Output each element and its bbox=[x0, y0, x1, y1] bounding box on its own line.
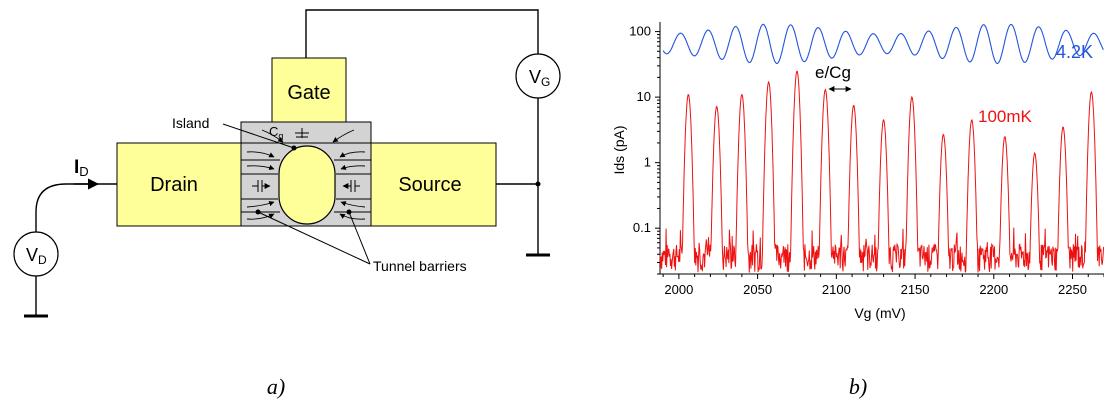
tunnel-dot-left bbox=[255, 209, 261, 215]
id-label: ID bbox=[74, 157, 89, 179]
y-axis-label: Ids (pA) bbox=[611, 125, 627, 174]
chart-panel: 2000 2050 2100 2150 2200 2250 0.1 1 10 100 Vg (m… bbox=[611, 22, 1104, 399]
drain-label: Drain bbox=[150, 174, 198, 196]
field-arrows bbox=[246, 129, 366, 220]
x-tick-label: 2050 bbox=[743, 282, 772, 297]
cg-label: Cg bbox=[269, 124, 283, 141]
tunnel-dot-right bbox=[346, 209, 352, 215]
y-tick-label: 1 bbox=[644, 155, 651, 170]
island bbox=[278, 145, 336, 225]
tunnel-barriers-label: Tunnel barriers bbox=[373, 258, 467, 274]
x-tick-label: 2200 bbox=[979, 282, 1008, 297]
gate-electrode bbox=[271, 57, 347, 123]
legend-100mK: 100mK bbox=[978, 107, 1033, 126]
circuit-panel: Gate Drain Source bbox=[13, 9, 561, 399]
y-tick-label: 10 bbox=[637, 89, 651, 104]
x-tick-label: 2100 bbox=[822, 282, 851, 297]
gate-wire bbox=[305, 9, 539, 58]
caption-a: a) bbox=[267, 374, 285, 399]
source-label: Source bbox=[398, 174, 461, 196]
caption-b: b) bbox=[849, 374, 867, 399]
y-tick-label: 100 bbox=[629, 24, 651, 39]
island-pointer bbox=[222, 123, 295, 149]
y-tick-label: 0.1 bbox=[633, 220, 651, 235]
x-tick-label: 2000 bbox=[664, 282, 693, 297]
x-axis-label: Vg (mV) bbox=[854, 305, 905, 321]
legend-4.2K: 4.2K bbox=[1056, 42, 1093, 62]
series-4.2K-line bbox=[662, 23, 1104, 65]
vd-label: VD bbox=[26, 245, 47, 267]
island-label: Island bbox=[172, 115, 209, 131]
capacitor-symbols bbox=[252, 128, 360, 192]
tunnel-pointer-left bbox=[257, 211, 371, 265]
x-tick-label: 2150 bbox=[901, 282, 930, 297]
gate-label: Gate bbox=[287, 82, 330, 104]
vg-label: VG bbox=[529, 67, 550, 89]
period-annotation: e/Cg bbox=[815, 63, 851, 82]
series-100mK-line bbox=[659, 70, 1104, 273]
island-pointer-dot bbox=[291, 145, 297, 151]
tunnel-pointer-right bbox=[348, 211, 371, 265]
source-junction bbox=[535, 181, 541, 187]
drain-electrode bbox=[116, 142, 242, 227]
vg-source bbox=[515, 53, 561, 99]
x-tick-label: 2250 bbox=[1058, 282, 1087, 297]
source-electrode bbox=[370, 142, 497, 227]
drain-wire bbox=[35, 183, 117, 232]
